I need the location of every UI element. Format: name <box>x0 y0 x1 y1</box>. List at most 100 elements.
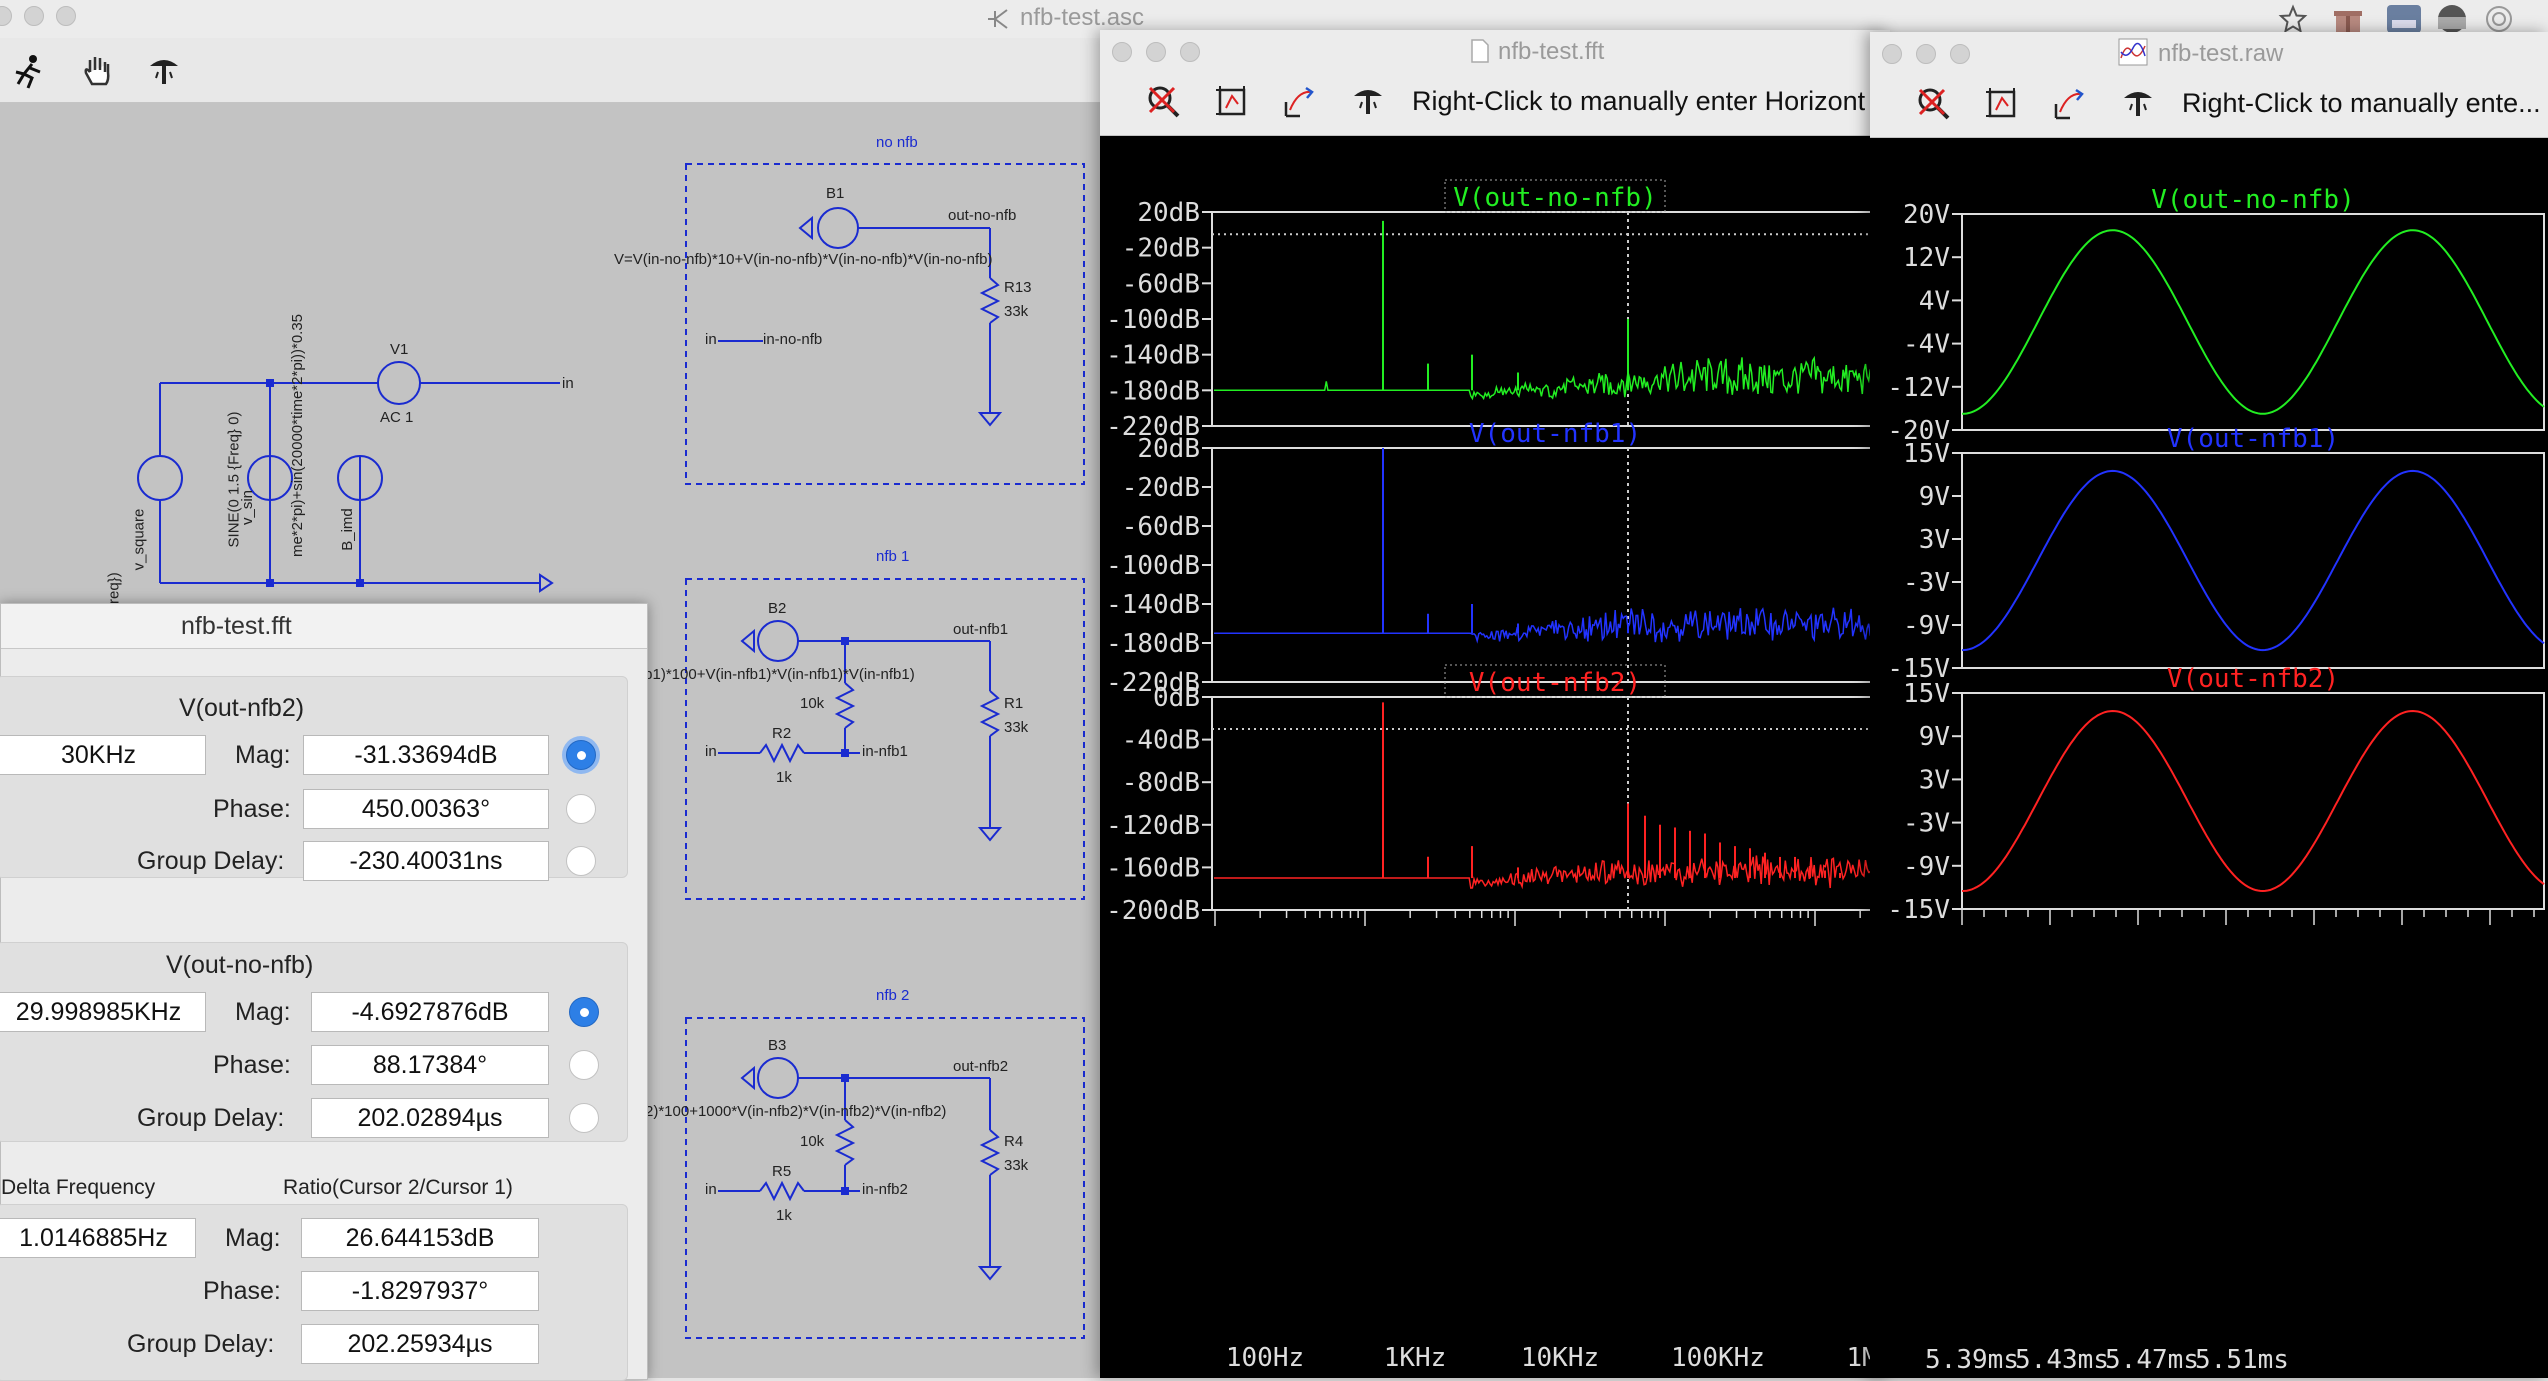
run-icon[interactable] <box>8 52 48 92</box>
b3-name: B3 <box>768 1037 787 1054</box>
app-icon[interactable] <box>2384 2 2424 36</box>
raw-ytick-label: -15V <box>1887 654 1950 684</box>
fft-ytick-label: -220dB <box>1106 668 1200 698</box>
star-icon[interactable] <box>2278 4 2308 34</box>
zoom-out-icon[interactable] <box>1914 84 1954 124</box>
minimize-button[interactable] <box>1146 42 1166 62</box>
cursor2-mag-radio[interactable] <box>569 997 599 1027</box>
fft-spectrum-trace <box>1214 855 1889 890</box>
cursor2-phase: 88.17384° <box>311 1045 549 1085</box>
gift-icon[interactable] <box>2332 4 2364 34</box>
cursor1-freq[interactable]: 30KHz <box>0 735 206 775</box>
cursor2-phase-radio[interactable] <box>569 1050 599 1080</box>
delta-mag-label: Mag: <box>225 1224 281 1252</box>
cursor1-gd: -230.40031ns <box>303 841 549 881</box>
cursor1-mag-radio[interactable] <box>566 740 596 770</box>
cursor2-mag-label: Mag: <box>235 998 291 1026</box>
b1-name: B1 <box>826 185 845 202</box>
minimize-button[interactable] <box>24 6 44 26</box>
raw-ytick-label: -3V <box>1903 568 1950 598</box>
fft-plot-area[interactable]: 20dB -20dB -60dB -100dB -140dB -180dB -220dB V(… <box>1100 136 1890 1378</box>
cursor1-phase: 450.00363° <box>303 789 549 829</box>
close-button[interactable] <box>1112 42 1132 62</box>
delta-freq: 1.0146885Hz <box>0 1218 196 1258</box>
b3-formula: 2)*100+1000*V(in-nfb2)*V(in-nfb2)*V(in-n… <box>645 1103 947 1120</box>
fft-ytick-label: -180dB <box>1106 629 1200 659</box>
r2-value: 1k <box>776 769 792 786</box>
raw-pane-frame <box>1961 452 2545 669</box>
r13-name: R13 <box>1004 279 1032 296</box>
delta-phase: -1.8297937° <box>301 1271 539 1311</box>
delta-gd-label: Group Delay: <box>127 1330 275 1358</box>
raw-ytick-label: 15V <box>1903 439 1950 469</box>
zoom-button[interactable] <box>1180 42 1200 62</box>
fft-pane-frame <box>1211 211 1890 427</box>
fft-pane-2: 0dB -40dB -80dB -120dB -160dB -200dB V(out-nfb… <box>1106 664 1890 926</box>
fft-pane-1: 20dB -20dB -60dB -100dB -140dB -180dB -220dB V(… <box>1106 419 1890 698</box>
b2-name: B2 <box>768 600 787 617</box>
fft-xtick-label: 100KHz <box>1671 1343 1765 1373</box>
fft-ytick-label: -140dB <box>1106 590 1200 620</box>
fft-ytick-label: -40dB <box>1122 726 1200 756</box>
raw-ytick-label: 9V <box>1919 722 1950 752</box>
r1-name: R1 <box>1004 695 1024 712</box>
delta-phase-label: Phase: <box>203 1277 281 1305</box>
r1-value: 33k <box>1004 719 1029 736</box>
r4-value: 33k <box>1004 1157 1029 1174</box>
fft-ytick-label: -80dB <box>1122 768 1200 798</box>
raw-ytick-label: -15V <box>1887 895 1950 925</box>
fft-ytick-label: -220dB <box>1106 412 1200 442</box>
cursor-icon[interactable] <box>1280 82 1320 122</box>
raw-trace-title: V(out-nfb2) <box>2167 664 2339 694</box>
v1-value: AC 1 <box>380 409 414 426</box>
fft-pane-frame <box>1211 447 1890 683</box>
raw-plot-area[interactable]: 20V 12V 4V -4V -12V -20V V(out-no-nfb) 15V 9V 3V -… <box>1870 138 2548 1378</box>
fft-xtick-label: 1KHz <box>1384 1343 1447 1373</box>
raw-ytick-label: 15V <box>1903 679 1950 709</box>
b3-in-net: in-nfb2 <box>862 1181 908 1198</box>
cursor2-gd-radio[interactable] <box>569 1103 599 1133</box>
probe-icon[interactable] <box>1348 82 1388 122</box>
raw-ytick-label: 12V <box>1903 243 1950 273</box>
fft-ytick-label: -100dB <box>1106 305 1200 335</box>
cursor-icon[interactable] <box>2050 84 2090 124</box>
block-label-nfb2: nfb 2 <box>876 987 910 1004</box>
sync-icon[interactable] <box>2484 4 2514 34</box>
probe-icon[interactable] <box>2118 84 2158 124</box>
v-sin-name: v_sin <box>239 489 257 526</box>
raw-ytick-label: -20V <box>1887 416 1950 446</box>
raw-ytick-label: -12V <box>1887 373 1950 403</box>
close-button[interactable] <box>0 6 12 26</box>
fft-ytick-label: -20dB <box>1122 473 1200 503</box>
cursor-window: nfb-test.fft V(out-nfb2) 30KHz Mag: -31.… <box>0 603 648 1381</box>
autorange-icon[interactable] <box>1212 82 1252 122</box>
raw-ytick-label: 20V <box>1903 200 1950 230</box>
zoom-button[interactable] <box>1950 44 1970 64</box>
fft-ytick-label: -100dB <box>1106 551 1200 581</box>
cursor2-gd: 202.02894µs <box>311 1098 549 1138</box>
globe-icon[interactable] <box>2432 2 2472 36</box>
cursor2-phase-label: Phase: <box>213 1051 291 1079</box>
raw-toolbar: Right-Click to manually ente... <box>1870 72 2548 138</box>
minimize-button[interactable] <box>1916 44 1936 64</box>
cursor2-freq[interactable]: 29.998985KHz <box>0 992 206 1032</box>
cursor-titlebar: nfb-test.fft <box>1 604 647 649</box>
raw-pane-2: 15V 9V 3V -3V -9V -15V V(out-nfb2) <box>1887 664 2545 925</box>
b3-out-net: out-nfb2 <box>953 1058 1009 1075</box>
probe-icon[interactable] <box>144 52 184 92</box>
cursor1-phase-radio[interactable] <box>566 794 596 824</box>
hand-pan-icon[interactable] <box>78 52 118 92</box>
block-label-nfb1: nfb 1 <box>876 548 910 565</box>
close-button[interactable] <box>1882 44 1902 64</box>
cursor1-trace: V(out-nfb2) <box>179 694 305 722</box>
fft-window: nfb-test.fft Right-Click to manually ent… <box>1100 30 1890 1378</box>
raw-ytick-label: -4V <box>1903 330 1950 360</box>
zoom-out-icon[interactable] <box>1144 82 1184 122</box>
autorange-icon[interactable] <box>1982 84 2022 124</box>
raw-xtick-label: 5.51ms <box>2195 1345 2289 1375</box>
zoom-button[interactable] <box>56 6 76 26</box>
cursor1-gd-radio[interactable] <box>566 846 596 876</box>
fft-title: nfb-test.fft <box>1498 38 1605 65</box>
cursor2-mag: -4.6927876dB <box>311 992 549 1032</box>
raw-pane-0: 20V 12V 4V -4V -12V -20V V(out-no-nfb) <box>1887 185 2545 446</box>
